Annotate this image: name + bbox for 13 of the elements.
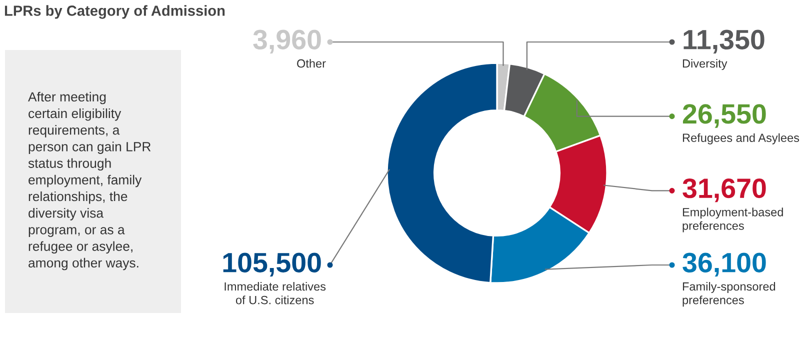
data-label: 105,500 [223, 252, 321, 276]
chart-title: LPRs by Category of Admission [4, 5, 225, 19]
data-label: 11,350 [684, 30, 764, 54]
slice-label: Other [297, 59, 326, 68]
data-label: 26,550 [682, 104, 766, 128]
data-label: 31,670 [682, 178, 766, 202]
slice-label: Diversity [682, 59, 728, 70]
slice-label: Immediate relatives of U.S. citizens [224, 282, 326, 304]
slice-label: Family-sponsored preferences [682, 282, 776, 307]
slice-label: Refugees and Asylees [682, 133, 800, 144]
text: After meeting certain eligibility requirements, a person can gain LPR status through employment, family relationships, the diversity visa program, or as a refugee or asylee, among other ways. [28, 92, 151, 270]
slice-label: Employment-based preferences [682, 208, 783, 232]
data-label: 36,100 [682, 252, 766, 276]
